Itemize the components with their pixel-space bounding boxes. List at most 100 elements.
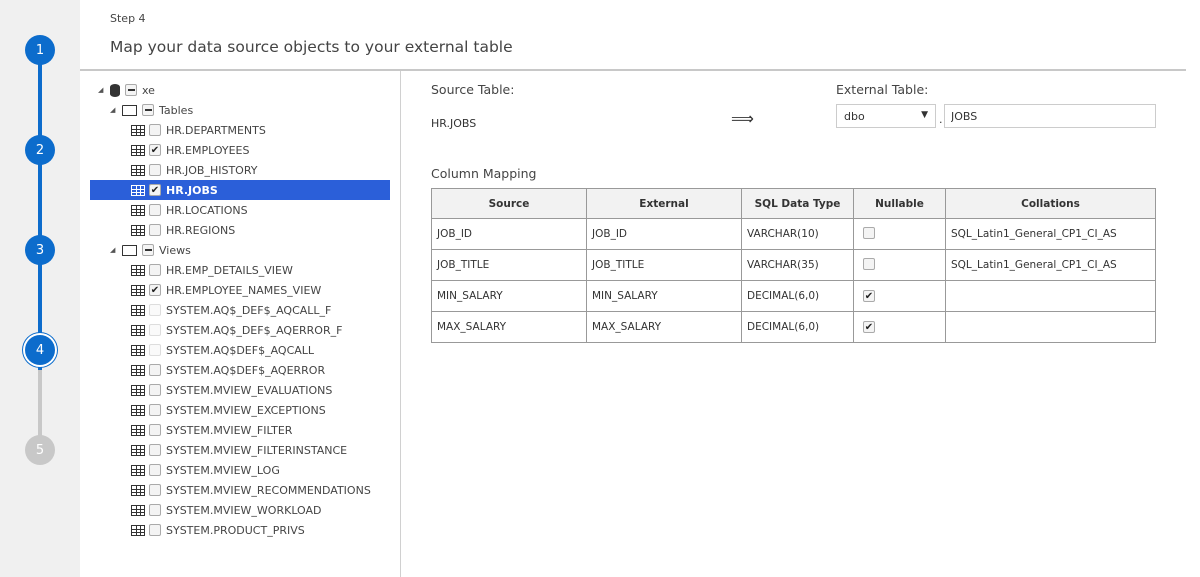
item-checkbox[interactable]: ✔: [149, 184, 161, 196]
item-checkbox[interactable]: [149, 464, 161, 476]
schema-separator: .: [939, 113, 943, 126]
folder-icon: [122, 104, 137, 116]
tree-item[interactable]: HR.EMP_DETAILS_VIEW: [131, 260, 293, 280]
item-checkbox[interactable]: [149, 224, 161, 236]
expand-icon[interactable]: ◢: [110, 246, 116, 254]
table-icon: [131, 344, 145, 356]
panel-divider: [400, 71, 401, 577]
external-cell[interactable]: JOB_TITLE: [586, 249, 742, 281]
item-checkbox[interactable]: [149, 204, 161, 216]
table-icon: [131, 384, 145, 396]
external-cell[interactable]: JOB_ID: [586, 218, 742, 250]
type-cell[interactable]: DECIMAL(6,0): [741, 311, 854, 343]
table-icon: [131, 364, 145, 376]
item-checkbox: [149, 344, 161, 356]
collation-cell[interactable]: [945, 280, 1156, 312]
nullable-checkbox[interactable]: [863, 226, 875, 239]
tree-item[interactable]: SYSTEM.AQ$_DEF$_AQERROR_F: [131, 320, 342, 340]
item-checkbox[interactable]: [149, 404, 161, 416]
schema-select[interactable]: dbo ▼: [836, 104, 936, 128]
collation-cell[interactable]: SQL_Latin1_General_CP1_CI_AS: [945, 218, 1156, 250]
collation-cell[interactable]: SQL_Latin1_General_CP1_CI_AS: [945, 249, 1156, 281]
type-cell[interactable]: VARCHAR(10): [741, 218, 854, 250]
col-header-nullable: Nullable: [853, 188, 946, 219]
tree-item[interactable]: SYSTEM.MVIEW_EVALUATIONS: [131, 380, 332, 400]
tree-item[interactable]: SYSTEM.MVIEW_FILTERINSTANCE: [131, 440, 347, 460]
step-3[interactable]: 3: [25, 235, 55, 265]
item-checkbox[interactable]: [149, 384, 161, 396]
col-header-type: SQL Data Type: [741, 188, 854, 219]
tree-item[interactable]: HR.LOCATIONS: [131, 200, 248, 220]
item-checkbox[interactable]: ✔: [149, 144, 161, 156]
schema-value: dbo: [844, 110, 865, 123]
item-checkbox[interactable]: [149, 524, 161, 536]
tree-item[interactable]: SYSTEM.AQ$_DEF$_AQCALL_F: [131, 300, 331, 320]
expand-icon[interactable]: ◢: [98, 86, 104, 94]
col-header-external: External: [586, 188, 742, 219]
step-4[interactable]: 4: [25, 335, 55, 365]
tree-item[interactable]: SYSTEM.PRODUCT_PRIVS: [131, 520, 305, 540]
item-checkbox[interactable]: [149, 364, 161, 376]
step-label: Step 4: [110, 12, 146, 25]
table-icon: [131, 444, 145, 456]
source-cell: MAX_SALARY: [431, 311, 587, 343]
root-checkbox[interactable]: [125, 84, 137, 96]
item-checkbox[interactable]: [149, 424, 161, 436]
tree-item[interactable]: ✔ HR.EMPLOYEES: [131, 140, 250, 160]
views-checkbox[interactable]: [142, 244, 154, 256]
table-icon: [131, 404, 145, 416]
col-header-collations: Collations: [945, 188, 1156, 219]
tree-item[interactable]: SYSTEM.MVIEW_WORKLOAD: [131, 500, 322, 520]
table-icon: [131, 184, 145, 196]
column-mapping-heading: Column Mapping: [431, 166, 537, 181]
tree-item[interactable]: ✔ HR.EMPLOYEE_NAMES_VIEW: [131, 280, 321, 300]
mapping-row: MAX_SALARY MAX_SALARY DECIMAL(6,0) ✔: [431, 311, 1156, 343]
item-checkbox[interactable]: [149, 164, 161, 176]
tree-item[interactable]: SYSTEM.MVIEW_RECOMMENDATIONS: [131, 480, 371, 500]
tree-item-label: SYSTEM.MVIEW_RECOMMENDATIONS: [166, 483, 371, 497]
tree-item[interactable]: HR.DEPARTMENTS: [131, 120, 266, 140]
tree-item-label: HR.REGIONS: [166, 223, 236, 237]
mapping-row: JOB_TITLE JOB_TITLE VARCHAR(35) SQL_Latin1_…: [431, 249, 1156, 281]
external-table-name-input[interactable]: [944, 104, 1156, 128]
tree-item-label: SYSTEM.AQ$DEF$_AQCALL: [166, 343, 315, 357]
page-title: Map your data source objects to your ext…: [110, 38, 513, 56]
external-cell[interactable]: MAX_SALARY: [586, 311, 742, 343]
external-cell[interactable]: MIN_SALARY: [586, 280, 742, 312]
tree-item[interactable]: SYSTEM.MVIEW_LOG: [131, 460, 280, 480]
nullable-checkbox[interactable]: ✔: [863, 321, 875, 334]
tree-item[interactable]: SYSTEM.AQ$DEF$_AQERROR: [131, 360, 325, 380]
type-cell[interactable]: VARCHAR(35): [741, 249, 854, 281]
tree-item[interactable]: SYSTEM.MVIEW_FILTER: [131, 420, 292, 440]
item-checkbox[interactable]: [149, 504, 161, 516]
tree-item[interactable]: SYSTEM.AQ$DEF$_AQCALL: [131, 340, 314, 360]
table-icon: [131, 424, 145, 436]
tree-item-label: HR.DEPARTMENTS: [166, 123, 266, 137]
item-checkbox[interactable]: [149, 124, 161, 136]
tree-item-label: SYSTEM.MVIEW_WORKLOAD: [166, 503, 322, 517]
item-checkbox[interactable]: [149, 444, 161, 456]
table-icon: [131, 204, 145, 216]
tables-folder[interactable]: ◢ Tables: [110, 100, 193, 120]
type-cell[interactable]: DECIMAL(6,0): [741, 280, 854, 312]
item-checkbox[interactable]: ✔: [149, 284, 161, 296]
tables-checkbox[interactable]: [142, 104, 154, 116]
tree-item[interactable]: HR.REGIONS: [131, 220, 235, 240]
tree-root[interactable]: ◢ xe: [98, 80, 155, 100]
tree-item-label: SYSTEM.MVIEW_FILTERINSTANCE: [166, 443, 348, 457]
nullable-checkbox[interactable]: ✔: [863, 290, 875, 303]
collation-cell[interactable]: [945, 311, 1156, 343]
step-1[interactable]: 1: [25, 35, 55, 65]
nullable-checkbox[interactable]: [863, 257, 875, 270]
item-checkbox[interactable]: [149, 264, 161, 276]
tree-item-label: SYSTEM.AQ$_DEF$_AQERROR_F: [166, 323, 343, 337]
expand-icon[interactable]: ◢: [110, 106, 116, 114]
tree-item[interactable]: SYSTEM.MVIEW_EXCEPTIONS: [131, 400, 326, 420]
tree-item-label: SYSTEM.MVIEW_LOG: [166, 463, 280, 477]
step-2[interactable]: 2: [25, 135, 55, 165]
tree-item[interactable]: ✔ HR.JOBS: [90, 180, 390, 200]
tree-item[interactable]: HR.JOB_HISTORY: [131, 160, 258, 180]
step-5[interactable]: 5: [25, 435, 55, 465]
views-folder[interactable]: ◢ Views: [110, 240, 191, 260]
item-checkbox[interactable]: [149, 484, 161, 496]
